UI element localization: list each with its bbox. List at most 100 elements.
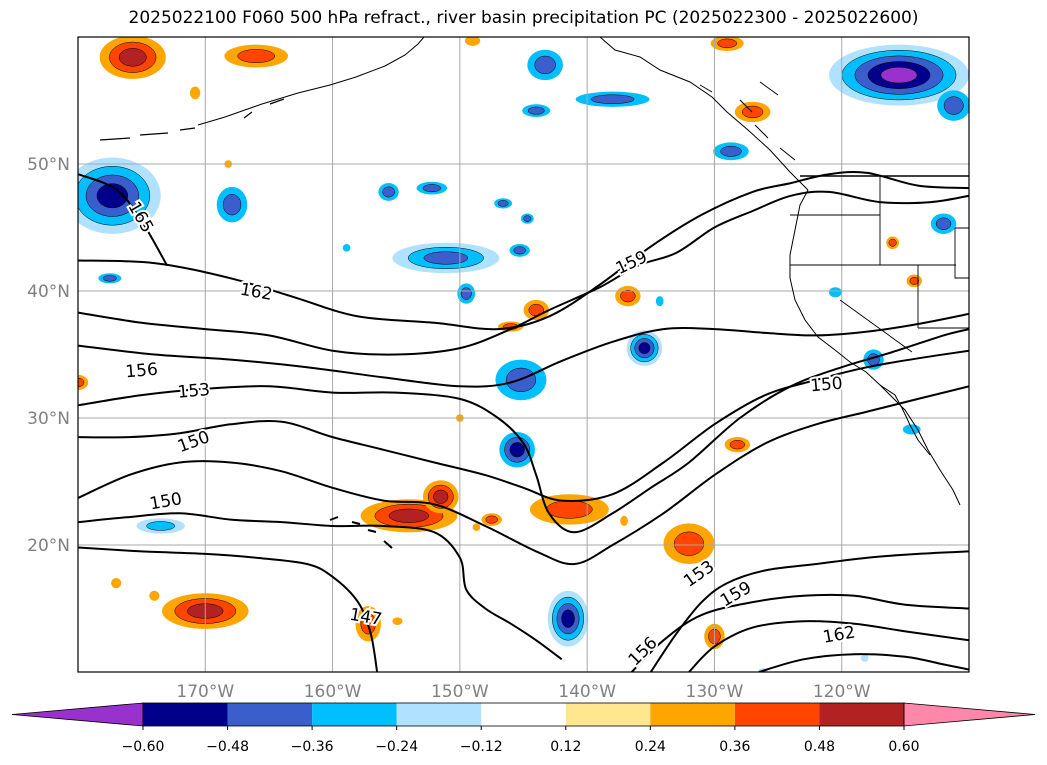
precip-contour-fill <box>111 578 122 589</box>
precip-contour-fill <box>720 145 742 157</box>
lon-tick-label: 140°W <box>558 682 616 702</box>
southeast-alaska-islands <box>699 81 796 161</box>
precip-contour-fill <box>590 94 635 104</box>
precip-area <box>111 578 122 589</box>
precip-area <box>392 617 403 626</box>
precip-contour-fill <box>513 246 526 255</box>
precip-area <box>710 37 744 51</box>
precip-contour-fill <box>96 183 129 209</box>
colorbar-segment <box>396 703 482 726</box>
precip-contour-fill <box>464 37 481 46</box>
precip-contour-fill <box>888 238 897 247</box>
colorbar-segment <box>819 703 904 726</box>
precip-contour-fill <box>741 105 764 119</box>
height-contour-line <box>758 653 969 672</box>
precip-area <box>522 104 551 118</box>
precip-contour-fill <box>673 531 705 556</box>
height-contour-line <box>78 190 969 356</box>
precip-contour-fill <box>717 38 738 49</box>
precip-area <box>149 590 160 601</box>
colorbar-extend-low <box>11 702 144 727</box>
precip-area <box>78 157 161 234</box>
na-west-coast <box>789 189 961 506</box>
precip-contour-fill <box>190 86 201 100</box>
height-contour-line <box>78 546 379 672</box>
precip-area <box>416 181 448 195</box>
precip-area <box>527 49 563 81</box>
colorbar-tick-label: 0.12 <box>550 739 581 755</box>
map-frame <box>77 36 970 673</box>
precip-contour-fill <box>342 244 351 252</box>
height-contour-line <box>78 328 969 534</box>
precip-area <box>663 523 715 565</box>
precip-area <box>378 183 399 201</box>
lon-tick-label: 150°W <box>431 682 489 702</box>
height-contour-line <box>78 173 168 267</box>
height-contour-line <box>688 620 969 672</box>
precip-area <box>626 330 663 366</box>
precip-area <box>78 374 89 391</box>
precip-area <box>472 523 481 532</box>
lat-tick-label: 50°N <box>27 155 70 175</box>
axis-labels: 170°W 160°W 150°W 140°W 130°W 120°W 20°N 30°N 40… <box>27 155 871 702</box>
colorbar-tick-label: −0.48 <box>206 739 249 755</box>
precip-contour-fill <box>828 287 842 298</box>
precip-area <box>575 91 650 107</box>
colorbar-extend-high <box>903 702 1036 727</box>
aleutian-islands <box>99 98 285 141</box>
contour-label: 150 <box>809 374 843 397</box>
precip-contour-fill <box>423 251 469 265</box>
alaska-coast <box>197 37 425 126</box>
precip-contour-fill <box>655 296 664 307</box>
precip-contour-fill <box>485 515 498 524</box>
precip-contour-fill <box>78 377 85 388</box>
precip-area <box>494 198 513 209</box>
precip-contour-fill <box>102 275 117 282</box>
precip-area <box>509 244 530 257</box>
precip-area <box>481 513 502 526</box>
colorbar-outline <box>142 702 905 727</box>
precip-area <box>655 296 664 307</box>
precip-area <box>713 142 749 161</box>
colorbar-tick-label: −0.36 <box>291 739 334 755</box>
lat-tick-label: 40°N <box>27 282 70 302</box>
precip-area <box>224 44 289 68</box>
lon-tick-label: 130°W <box>686 682 744 702</box>
precip-area <box>464 37 481 46</box>
precip-contour-fill <box>523 215 532 222</box>
precip-area <box>523 299 549 321</box>
precip-contour-fill <box>534 55 556 75</box>
precip-area <box>828 44 969 106</box>
precip-contour-fill <box>620 289 636 303</box>
colorbar-tick-label: −0.12 <box>460 739 503 755</box>
height-contour-line <box>78 349 969 502</box>
lon-tick-label: 120°W <box>813 682 871 702</box>
precip-contour-fill <box>388 508 430 523</box>
precip-area <box>886 236 899 250</box>
precip-contour-fill <box>237 49 276 63</box>
precip-area <box>734 101 771 123</box>
precip-contour-fill <box>118 48 147 67</box>
precip-area <box>216 186 248 223</box>
precip-contour-fill <box>472 523 481 532</box>
colorbar-tick-label: −0.60 <box>122 739 165 755</box>
precip-contour-fill <box>909 276 919 285</box>
contour-label: 153 <box>177 380 211 403</box>
colorbar-segment <box>481 703 566 726</box>
precip-contour-fill <box>222 194 242 216</box>
precip-area <box>930 213 957 234</box>
precip-contour-fill <box>935 217 952 230</box>
precip-area <box>724 437 751 453</box>
precip-contour-fill <box>392 617 403 626</box>
precip-contour-fill <box>497 200 509 207</box>
precip-area <box>99 37 166 79</box>
hawaiian-islands <box>329 516 393 549</box>
lat-tick-label: 20°N <box>27 536 70 556</box>
precip-area <box>529 494 609 525</box>
colorbar-tick-label: 0.36 <box>719 739 750 755</box>
precip-area <box>860 654 869 662</box>
precip-area <box>520 213 534 224</box>
colorbar-segment <box>143 703 228 726</box>
precip-contour-fill <box>527 106 545 115</box>
